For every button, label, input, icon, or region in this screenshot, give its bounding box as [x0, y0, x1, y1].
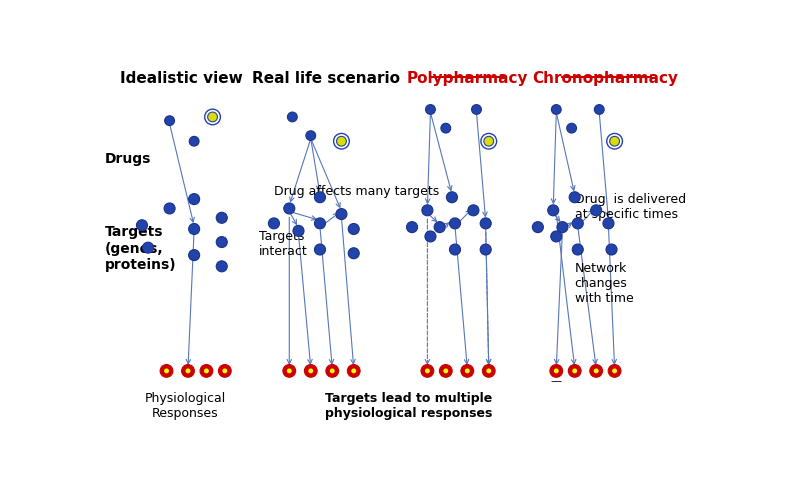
Ellipse shape — [557, 222, 568, 233]
Ellipse shape — [603, 218, 614, 229]
Ellipse shape — [567, 124, 577, 134]
Ellipse shape — [287, 113, 297, 122]
Ellipse shape — [532, 222, 543, 233]
Text: Real life scenario: Real life scenario — [252, 71, 400, 86]
Text: Polypharmacy: Polypharmacy — [406, 71, 528, 86]
Ellipse shape — [548, 205, 558, 216]
Ellipse shape — [590, 365, 603, 378]
Ellipse shape — [550, 365, 562, 378]
Text: —: — — [550, 376, 562, 385]
Text: Targets
(genes,
proteins): Targets (genes, proteins) — [105, 225, 177, 272]
Ellipse shape — [425, 231, 436, 242]
Ellipse shape — [573, 218, 583, 229]
Text: Drugs: Drugs — [105, 151, 151, 166]
Ellipse shape — [610, 137, 619, 147]
Ellipse shape — [612, 369, 617, 374]
Ellipse shape — [160, 365, 173, 378]
Ellipse shape — [486, 369, 491, 374]
Ellipse shape — [447, 192, 458, 203]
Ellipse shape — [223, 369, 227, 374]
Ellipse shape — [308, 369, 313, 374]
Ellipse shape — [181, 365, 194, 378]
Text: Drug affects many targets: Drug affects many targets — [274, 185, 440, 198]
Text: Physiological
Responses: Physiological Responses — [144, 392, 226, 420]
Ellipse shape — [164, 369, 169, 374]
Ellipse shape — [461, 365, 474, 378]
Ellipse shape — [480, 218, 491, 229]
Ellipse shape — [306, 132, 316, 141]
Ellipse shape — [326, 365, 339, 378]
Ellipse shape — [188, 194, 200, 205]
Ellipse shape — [189, 137, 199, 147]
Text: Chronopharmacy: Chronopharmacy — [532, 71, 679, 86]
Ellipse shape — [440, 365, 452, 378]
Ellipse shape — [348, 248, 360, 259]
Ellipse shape — [143, 242, 154, 254]
Text: Targets lead to multiple
physiological responses: Targets lead to multiple physiological r… — [326, 392, 493, 420]
Ellipse shape — [188, 250, 200, 261]
Ellipse shape — [484, 137, 493, 147]
Ellipse shape — [216, 261, 227, 272]
Ellipse shape — [406, 222, 417, 233]
Ellipse shape — [337, 137, 346, 147]
Ellipse shape — [352, 369, 356, 374]
Ellipse shape — [287, 369, 291, 374]
Ellipse shape — [450, 218, 460, 229]
Ellipse shape — [136, 220, 147, 231]
Ellipse shape — [284, 204, 295, 214]
Ellipse shape — [554, 369, 558, 374]
Ellipse shape — [569, 192, 581, 203]
Ellipse shape — [444, 369, 448, 374]
Ellipse shape — [283, 365, 295, 378]
Ellipse shape — [480, 244, 491, 256]
Ellipse shape — [336, 209, 347, 220]
Text: Idealistic view: Idealistic view — [120, 71, 243, 86]
Ellipse shape — [314, 192, 326, 203]
Ellipse shape — [606, 244, 617, 256]
Ellipse shape — [608, 365, 621, 378]
Ellipse shape — [204, 369, 209, 374]
Ellipse shape — [165, 117, 174, 126]
Text: Drug  is delivered
at specific times: Drug is delivered at specific times — [575, 192, 686, 220]
Ellipse shape — [329, 369, 335, 374]
Ellipse shape — [314, 218, 326, 229]
Ellipse shape — [348, 365, 360, 378]
Ellipse shape — [216, 237, 227, 248]
Ellipse shape — [208, 113, 218, 122]
Ellipse shape — [450, 244, 460, 256]
Ellipse shape — [425, 106, 436, 115]
Ellipse shape — [594, 369, 599, 374]
Ellipse shape — [594, 106, 604, 115]
Text: Targets
interact: Targets interact — [259, 229, 307, 257]
Ellipse shape — [573, 369, 577, 374]
Ellipse shape — [425, 369, 430, 374]
Ellipse shape — [164, 204, 175, 214]
Ellipse shape — [200, 365, 213, 378]
Ellipse shape — [422, 205, 433, 216]
Ellipse shape — [185, 369, 190, 374]
Ellipse shape — [569, 365, 581, 378]
Ellipse shape — [573, 244, 583, 256]
Ellipse shape — [441, 124, 451, 134]
Ellipse shape — [216, 213, 227, 224]
Ellipse shape — [421, 365, 434, 378]
Ellipse shape — [188, 224, 200, 235]
Ellipse shape — [314, 244, 326, 256]
Ellipse shape — [550, 231, 562, 242]
Ellipse shape — [434, 222, 445, 233]
Ellipse shape — [304, 365, 317, 378]
Ellipse shape — [471, 106, 482, 115]
Ellipse shape — [268, 218, 280, 229]
Ellipse shape — [293, 226, 304, 237]
Ellipse shape — [468, 205, 479, 216]
Ellipse shape — [551, 106, 562, 115]
Text: Network
changes
with time: Network changes with time — [575, 261, 634, 304]
Ellipse shape — [348, 224, 360, 235]
Ellipse shape — [219, 365, 231, 378]
Ellipse shape — [482, 365, 495, 378]
Ellipse shape — [591, 205, 602, 216]
Ellipse shape — [465, 369, 470, 374]
